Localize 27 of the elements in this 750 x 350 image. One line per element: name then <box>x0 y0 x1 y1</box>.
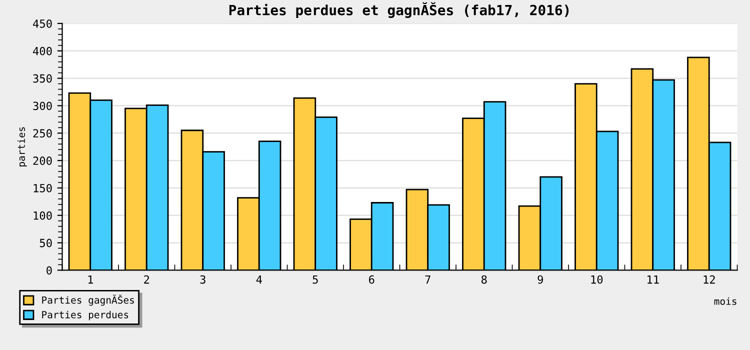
y-tick-label: 50 <box>40 238 52 248</box>
y-tick-label: 250 <box>33 129 52 138</box>
x-tick-label: 6 <box>369 275 374 284</box>
x-tick-label: 8 <box>481 275 487 284</box>
x-tick-label: 3 <box>200 275 206 284</box>
legend-label: Parties gagnĂŠes <box>42 294 134 306</box>
x-tick-label: 2 <box>144 275 150 284</box>
y-tick-label: 350 <box>33 74 52 83</box>
y-tick-label: 450 <box>33 19 52 28</box>
x-tick-label: 1 <box>88 275 93 284</box>
x-axis-title: mois <box>714 297 736 305</box>
y-tick-label: 400 <box>33 46 52 56</box>
x-tick-label: 4 <box>256 275 262 284</box>
y-tick-label: 100 <box>34 211 52 220</box>
x-tick-label: 7 <box>425 275 430 284</box>
x-tick-label: 10 <box>591 275 603 284</box>
x-tick-label: 11 <box>648 275 659 284</box>
legend-label: Parties perdues <box>42 310 128 320</box>
y-tick-label: 300 <box>33 102 52 110</box>
chart-title: Parties perdues et gagnĂŠes (fab17, 2016) <box>229 2 569 18</box>
y-tick-label: 200 <box>33 156 52 165</box>
x-tick-label: 12 <box>704 275 715 284</box>
y-tick-label: 0 <box>46 266 52 275</box>
x-tick-label: 5 <box>312 275 318 284</box>
x-tick-label: 9 <box>538 275 543 284</box>
y-axis-title: parties <box>17 127 27 166</box>
y-tick-label: 150 <box>34 184 52 192</box>
